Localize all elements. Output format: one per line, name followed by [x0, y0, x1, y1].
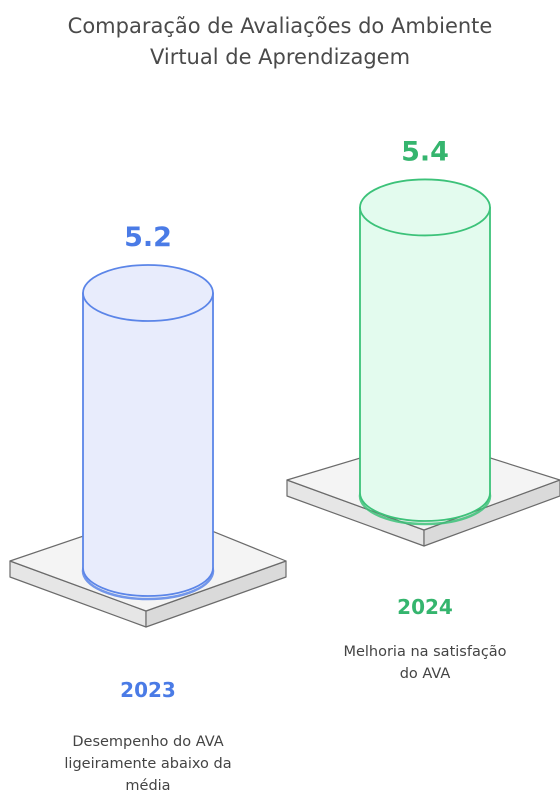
bar-2023-year-label: 2023	[120, 678, 176, 702]
bar-2023-value-label: 5.2	[124, 222, 172, 253]
bar-2024-cylinder-top	[359, 178, 491, 237]
chart-title-line-1: Comparação de Avaliações do Ambiente	[68, 14, 493, 38]
bar-2024-value-label: 5.4	[401, 136, 449, 167]
bar-2024-description-line-2: do AVA	[400, 666, 451, 682]
bar-2024-description-line-1: Melhoria na satisfação	[343, 644, 506, 660]
bar-2023-description-line-3: média	[125, 778, 170, 794]
bar-2023-description-line-1: Desempenho do AVA	[72, 734, 223, 750]
bar-2023-cylinder-top	[82, 264, 214, 322]
bars-layer: 5.2 2023 Desempenho do AVA ligeiramente aba…	[9, 136, 560, 794]
bar-2023-cylinder-body	[82, 292, 214, 597]
bar-2023-description-line-2: ligeiramente abaixo da	[64, 756, 231, 772]
chart-title-line-2: Virtual de Aprendizagem	[150, 45, 410, 69]
bar-2024-year-label: 2024	[397, 595, 453, 619]
bar-2024-cylinder-body	[359, 206, 491, 522]
